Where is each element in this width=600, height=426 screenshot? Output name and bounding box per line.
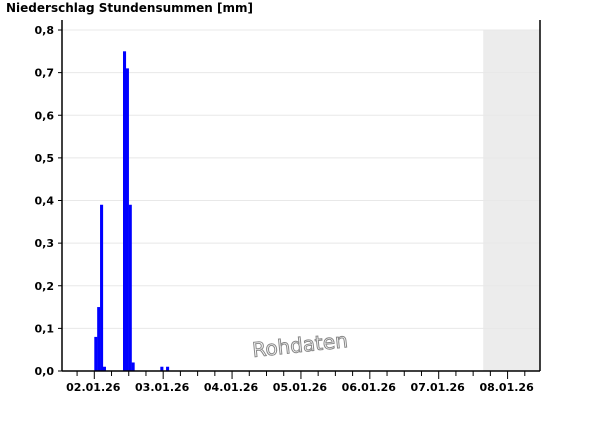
x-tick-label: 07.01.26 — [411, 381, 466, 394]
x-tick-label: 08.01.26 — [479, 381, 534, 394]
bar — [94, 336, 98, 371]
bar — [123, 51, 127, 371]
y-tick-label: 0,7 — [35, 67, 55, 80]
bar — [100, 204, 104, 371]
x-tick-label: 03.01.26 — [135, 381, 190, 394]
x-tick-label: 05.01.26 — [273, 381, 328, 394]
bar — [125, 68, 129, 372]
y-tick-label: 0,3 — [35, 237, 55, 250]
y-tick-label: 0,1 — [35, 322, 55, 335]
y-tick-label: 0,6 — [35, 109, 55, 122]
bar — [102, 366, 106, 371]
x-tick-label: 06.01.26 — [342, 381, 397, 394]
x-tick-label: 04.01.26 — [204, 381, 259, 394]
bar — [166, 366, 170, 371]
y-tick-label: 0,5 — [35, 152, 55, 165]
y-tick-label: 0,4 — [35, 195, 55, 208]
bar — [128, 204, 132, 371]
chart-title: Niederschlag Stundensummen [mm] — [6, 1, 253, 15]
y-tick-label: 0,8 — [35, 24, 55, 37]
bar — [97, 307, 101, 371]
y-tick-label: 0,0 — [35, 365, 55, 378]
bar — [160, 366, 164, 371]
watermark: Rohdaten — [251, 328, 349, 362]
y-tick-label: 0,2 — [35, 280, 55, 293]
bar — [131, 362, 135, 371]
x-tick-label: 02.01.26 — [66, 381, 121, 394]
